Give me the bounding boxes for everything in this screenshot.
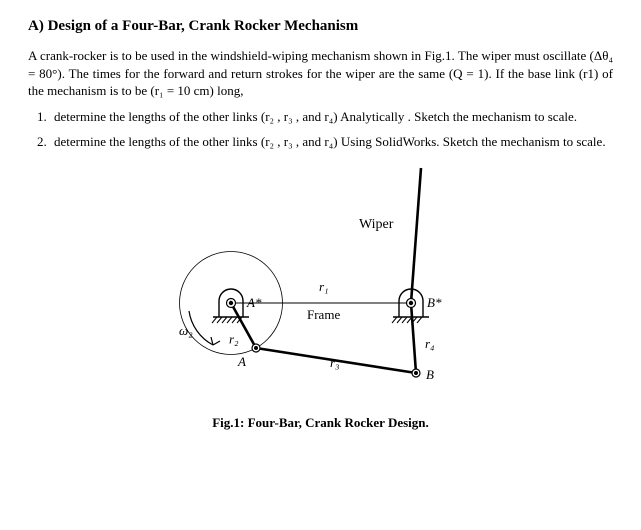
mechanism-diagram: A* B* Frame r₁ ω₂ r₂ r₃ r₄ A B Wiper	[111, 163, 531, 408]
page-root: A) Design of a Four-Bar, Crank Rocker Me…	[0, 0, 641, 431]
list-item: determine the lengths of the other links…	[50, 133, 613, 151]
svg-text:ω₂: ω₂	[179, 323, 193, 338]
svg-text:r₁: r₁	[319, 279, 329, 294]
subproblem-list: determine the lengths of the other links…	[28, 108, 613, 151]
figure-1: A* B* Frame r₁ ω₂ r₂ r₃ r₄ A B Wiper Fig.1: Four-B…	[28, 163, 613, 431]
problem-paragraph: A crank-rocker is to be used in the wind…	[28, 47, 613, 100]
svg-text:r₃: r₃	[330, 355, 340, 370]
figure-caption: Fig.1: Four-Bar, Crank Rocker Design.	[28, 415, 613, 431]
svg-text:A*: A*	[246, 295, 262, 310]
section-heading: A) Design of a Four-Bar, Crank Rocker Me…	[28, 18, 613, 35]
list-item: determine the lengths of the other links…	[50, 108, 613, 126]
svg-text:Frame: Frame	[307, 307, 340, 322]
svg-text:A: A	[237, 354, 246, 369]
svg-text:Wiper: Wiper	[359, 217, 394, 232]
svg-text:B*: B*	[427, 295, 442, 310]
svg-text:r₂: r₂	[229, 331, 239, 346]
svg-text:B: B	[426, 367, 434, 382]
svg-text:r₄: r₄	[425, 336, 435, 351]
